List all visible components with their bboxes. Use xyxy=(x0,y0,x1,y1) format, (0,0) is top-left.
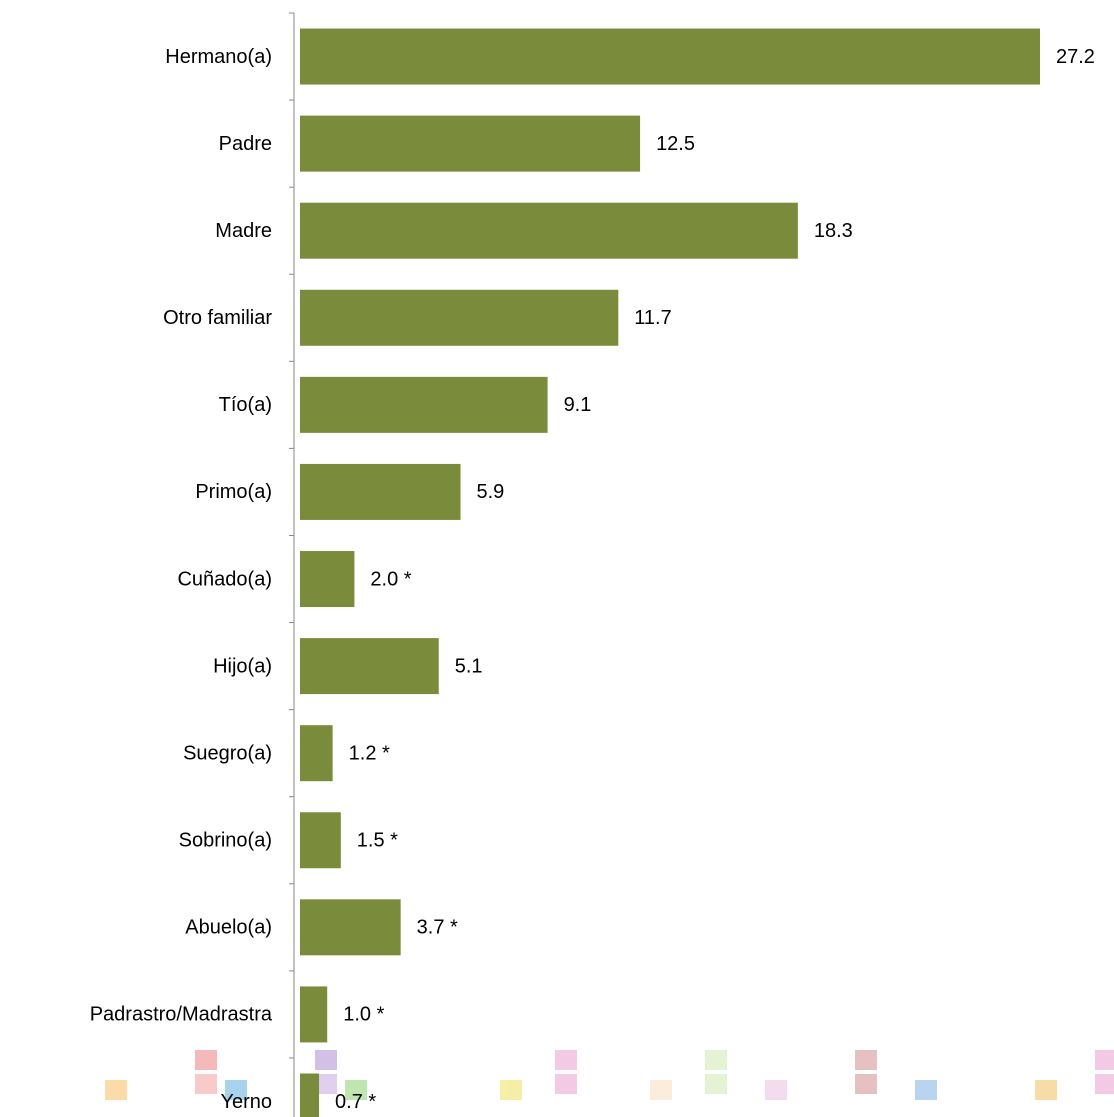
value-label: 2.0 * xyxy=(370,568,411,590)
value-label: 3.7 * xyxy=(417,917,458,939)
category-label: Yerno xyxy=(220,1091,272,1113)
bar xyxy=(300,986,328,1043)
bar xyxy=(300,376,548,433)
category-label: Primo(a) xyxy=(195,481,272,503)
bar xyxy=(300,725,333,782)
value-label: 18.3 xyxy=(814,220,853,242)
category-label: Otro familiar xyxy=(163,307,272,329)
bar xyxy=(300,463,461,520)
category-label: Suegro(a) xyxy=(183,742,272,764)
category-label: Madre xyxy=(215,220,272,242)
value-label: 9.1 xyxy=(564,394,592,416)
decoration xyxy=(105,1050,1114,1100)
category-label: Hermano(a) xyxy=(165,46,272,68)
category-label: Abuelo(a) xyxy=(185,917,272,939)
value-label: 27.2 xyxy=(1056,46,1095,68)
bar xyxy=(300,1073,320,1117)
category-label: Hijo(a) xyxy=(213,655,272,677)
bar xyxy=(300,28,1040,85)
category-label: Padrastro/Madrastra xyxy=(90,1004,273,1026)
value-label: 5.1 xyxy=(455,655,483,677)
category-label: Cuñado(a) xyxy=(177,568,272,590)
value-label: 0.7 * xyxy=(335,1091,376,1113)
bar xyxy=(300,202,798,259)
bar xyxy=(300,551,355,608)
bar xyxy=(300,812,341,869)
value-label: 12.5 xyxy=(656,133,695,155)
category-label: Padre xyxy=(219,133,272,155)
value-label: 1.0 * xyxy=(343,1004,384,1026)
category-label: Tío(a) xyxy=(219,394,272,416)
bar xyxy=(300,638,439,695)
value-label: 5.9 xyxy=(477,481,505,503)
value-label: 11.7 xyxy=(634,307,671,329)
value-label: 1.2 * xyxy=(349,742,390,764)
category-label: Sobrino(a) xyxy=(179,830,272,852)
value-label: 1.5 * xyxy=(357,830,398,852)
bar xyxy=(300,115,641,172)
bar xyxy=(300,899,401,956)
bar xyxy=(300,289,619,346)
